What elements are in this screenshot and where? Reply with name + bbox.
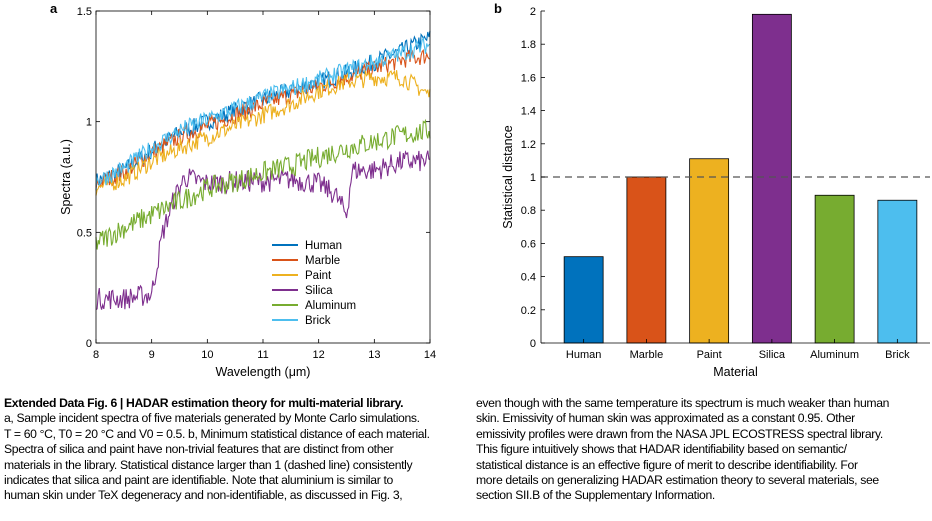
series-line-paint — [95, 70, 431, 196]
y-tick-label: 2 — [530, 6, 536, 18]
bar-marble — [626, 176, 667, 344]
legend-label-aluminum: Aluminum — [305, 300, 356, 312]
legend-label-brick: Brick — [305, 315, 331, 327]
x-tick-label: 12 — [313, 349, 325, 361]
caption-right-line: skin. Emissivity of human skin was appro… — [476, 411, 855, 426]
legend-box — [268, 231, 364, 329]
caption-left-line: a, Sample incident spectra of five mater… — [4, 411, 420, 426]
spectra-chart: 8 9 10 11 12 13 14 0 0.5 1 1.5 Wavelength (μm) Spect… — [59, 6, 436, 379]
y-tick-label: 0.8 — [521, 205, 536, 217]
caption-right-line: even though with the same temperature it… — [476, 396, 890, 410]
y-tick-label: 1 — [86, 117, 92, 129]
series-line-brick — [95, 36, 431, 187]
y-tick-label: 0.5 — [77, 227, 92, 239]
x-tick-label: Paint — [697, 349, 722, 361]
caption-left-line: materials in the library. Statistical di… — [4, 457, 413, 472]
caption-right-line: more details on generalizing HADAR estim… — [476, 473, 879, 488]
y-tick-label: 1.5 — [77, 6, 92, 18]
figure: a b 8 9 10 11 12 13 14 0 0.5 1 1.5 Wavelength (μm) S… — [50, 1, 930, 379]
x-tick-label: 9 — [149, 349, 155, 361]
x-axis-label: Material — [713, 365, 757, 379]
caption-right: even though with the same temperature it… — [476, 396, 931, 504]
bar-silica — [751, 13, 792, 344]
legend-label-human: Human — [305, 240, 342, 252]
y-tick-label: 1.8 — [521, 39, 536, 51]
bar-brick — [877, 199, 918, 344]
y-tick-label: 1 — [530, 172, 536, 184]
x-axis-label: Wavelength (μm) — [216, 365, 311, 379]
caption-left: Extended Data Fig. 6 | HADAR estimation … — [4, 396, 464, 504]
x-tick-label: 10 — [201, 349, 213, 361]
y-tick-label: 1.2 — [521, 139, 536, 151]
series-line-aluminum — [95, 118, 431, 250]
caption-right-line: This figure intuitively shows that HADAR… — [476, 442, 847, 457]
panel-label-a: a — [50, 1, 58, 16]
legend-label-paint: Paint — [305, 270, 332, 282]
bar-paint — [689, 158, 730, 344]
caption-right-line: section SII.B of the Supplementary Infor… — [476, 488, 715, 503]
caption-left-line: T = 60 °C, T0 = 20 °C and V0 = 0.5. b, M… — [4, 426, 430, 441]
x-tick-label: 11 — [257, 349, 268, 361]
legend-label-marble: Marble — [305, 255, 340, 267]
x-tick-label: 8 — [93, 349, 99, 361]
panel-label-b: b — [494, 1, 502, 16]
y-tick-label: 0 — [86, 338, 92, 350]
x-tick-label: Marble — [630, 349, 664, 361]
x-tick-label: Aluminum — [810, 349, 859, 361]
y-axis-label: Statistical distance — [501, 125, 515, 229]
bar-human — [563, 256, 604, 344]
bar-aluminum — [814, 194, 855, 344]
caption-right-line: emissivity profiles were drawn from the … — [476, 426, 883, 441]
statistical-distance-chart: Human Marble Paint Silica Aluminum Brick 0 0.2 0… — [501, 6, 930, 379]
y-tick-label: 0 — [530, 338, 536, 350]
y-axis-label: Spectra (a.u.) — [59, 139, 73, 215]
x-tick-label: Brick — [885, 349, 910, 361]
y-tick-label: 0.2 — [521, 305, 536, 317]
series-line-silica — [95, 150, 431, 310]
y-tick-label: 0.6 — [521, 238, 536, 250]
y-tick-label: 1.4 — [521, 106, 536, 118]
x-tick-label: 13 — [368, 349, 380, 361]
x-tick-label: Silica — [759, 349, 786, 361]
caption-left-line: Spectra of silica and paint have non-tri… — [4, 442, 394, 457]
y-tick-label: 1.6 — [521, 72, 536, 84]
caption-title: Extended Data Fig. 6 | HADAR estimation … — [4, 396, 404, 410]
y-tick-label: 0.4 — [521, 272, 536, 284]
caption-right-line: statistical distance is an effective fig… — [476, 457, 858, 472]
x-tick-label: 14 — [424, 349, 436, 361]
caption-left-line: indicates that silica and paint are iden… — [4, 473, 393, 488]
legend-label-silica: Silica — [305, 285, 333, 297]
caption-left-line: human skin under TeX degeneracy and non-… — [4, 488, 403, 503]
x-tick-label: Human — [566, 349, 601, 361]
